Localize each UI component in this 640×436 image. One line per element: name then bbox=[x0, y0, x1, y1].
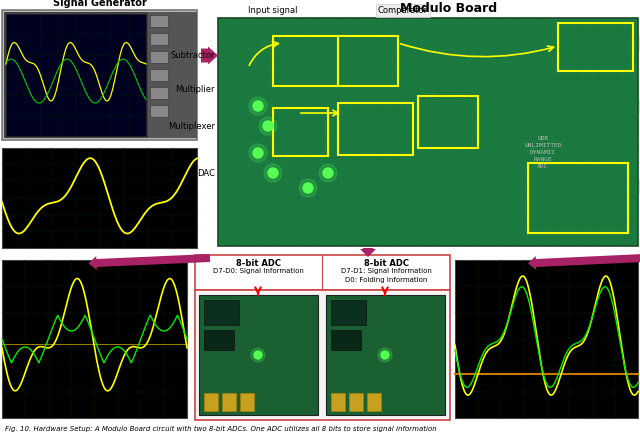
Bar bbox=[204, 393, 218, 411]
Text: Subtractor: Subtractor bbox=[171, 51, 215, 61]
Bar bbox=[338, 103, 413, 155]
Bar bbox=[150, 69, 168, 81]
Circle shape bbox=[319, 164, 337, 182]
FancyArrow shape bbox=[528, 254, 640, 270]
Bar bbox=[331, 393, 345, 411]
Bar bbox=[6, 14, 146, 136]
Bar bbox=[2, 260, 187, 418]
Circle shape bbox=[323, 168, 333, 178]
Bar bbox=[331, 300, 366, 325]
Text: Multiplier: Multiplier bbox=[175, 85, 215, 95]
Circle shape bbox=[303, 183, 313, 193]
Bar bbox=[150, 87, 168, 99]
Text: D7-D1: Signal Information: D7-D1: Signal Information bbox=[340, 268, 431, 274]
Text: Signal Generator: Signal Generator bbox=[52, 0, 147, 8]
Circle shape bbox=[378, 348, 392, 362]
Bar bbox=[150, 33, 168, 45]
Bar bbox=[199, 295, 318, 415]
Bar bbox=[349, 393, 363, 411]
Bar bbox=[273, 36, 338, 86]
Bar bbox=[338, 36, 398, 86]
Circle shape bbox=[264, 164, 282, 182]
Bar bbox=[558, 23, 633, 71]
Bar bbox=[455, 260, 638, 418]
Text: Fig. 10. Hardware Setup: A Modulo Board circuit with two 8-bit ADCs. One ADC uti: Fig. 10. Hardware Setup: A Modulo Board … bbox=[5, 426, 436, 432]
Text: D0: Folding Information: D0: Folding Information bbox=[345, 277, 427, 283]
Text: 8-bit ADC: 8-bit ADC bbox=[364, 259, 408, 268]
Bar bbox=[218, 18, 638, 246]
Text: Modulo Board: Modulo Board bbox=[401, 2, 497, 15]
Circle shape bbox=[254, 351, 262, 359]
Bar bbox=[150, 105, 168, 117]
Bar bbox=[195, 255, 450, 290]
Circle shape bbox=[249, 97, 267, 115]
Bar bbox=[418, 96, 478, 148]
Bar bbox=[4, 12, 195, 138]
Bar bbox=[273, 108, 328, 156]
Bar bbox=[204, 330, 234, 350]
Circle shape bbox=[253, 148, 263, 158]
Bar bbox=[326, 295, 445, 415]
Bar bbox=[195, 290, 450, 420]
Text: Input signal: Input signal bbox=[248, 6, 298, 15]
Circle shape bbox=[259, 117, 277, 135]
Circle shape bbox=[253, 101, 263, 111]
Text: Multiplexer: Multiplexer bbox=[168, 122, 215, 130]
Bar bbox=[528, 163, 628, 233]
Text: 8-bit ADC: 8-bit ADC bbox=[236, 259, 280, 268]
Circle shape bbox=[268, 168, 278, 178]
Circle shape bbox=[381, 351, 389, 359]
Bar bbox=[240, 393, 254, 411]
Bar bbox=[367, 393, 381, 411]
FancyArrow shape bbox=[88, 254, 210, 270]
Bar bbox=[331, 330, 361, 350]
Bar bbox=[222, 393, 236, 411]
Bar bbox=[150, 15, 168, 27]
Circle shape bbox=[299, 179, 317, 197]
Text: Comparator: Comparator bbox=[378, 6, 428, 15]
Circle shape bbox=[251, 348, 265, 362]
FancyArrow shape bbox=[360, 248, 376, 257]
Bar bbox=[2, 10, 197, 140]
Circle shape bbox=[249, 144, 267, 162]
Bar bbox=[148, 12, 197, 138]
Bar bbox=[204, 300, 239, 325]
Bar bbox=[150, 51, 168, 63]
Text: D7-D0: Signal Information: D7-D0: Signal Information bbox=[212, 268, 303, 274]
FancyArrow shape bbox=[201, 47, 218, 65]
Text: UDR
UNLIMITTED
DYNAMIC
RANGE
ADC: UDR UNLIMITTED DYNAMIC RANGE ADC bbox=[524, 136, 562, 168]
Text: DAC: DAC bbox=[197, 168, 215, 177]
Bar bbox=[2, 148, 197, 248]
Circle shape bbox=[263, 121, 273, 131]
